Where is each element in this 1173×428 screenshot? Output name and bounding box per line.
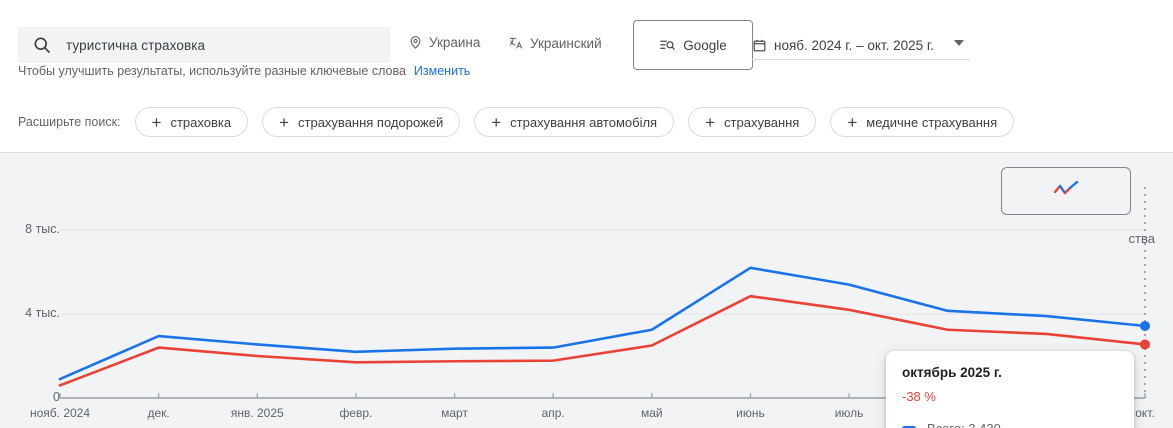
search-input[interactable]: туристична страховка: [18, 27, 390, 63]
expand-search-row: Расширьте поиск: + страховка + страхуван…: [0, 92, 1173, 152]
line-chart-icon: [1053, 180, 1079, 203]
filter-source-google-button[interactable]: Google: [633, 20, 753, 70]
x-axis-label: июнь: [736, 406, 765, 420]
chip-label: страхування автомобіля: [510, 114, 658, 130]
chip-label: страхування: [724, 114, 800, 130]
web-search-icon: [659, 37, 676, 54]
tooltip-series-rows: Всего: 3 430 Мобильные устройства: 2 550: [902, 417, 1118, 428]
x-axis-label: июль: [834, 406, 864, 420]
expand-search-chip-4[interactable]: + медичне страхування: [830, 107, 1015, 137]
plus-icon: +: [491, 112, 502, 132]
x-axis-label: дек.: [147, 406, 170, 420]
data-point-marker-total[interactable]: [1140, 320, 1150, 331]
expand-search-chip-3[interactable]: + страхування: [688, 107, 817, 137]
keyword-hint-edit-link[interactable]: Изменить: [413, 64, 471, 78]
toolbar-divider: [630, 22, 631, 68]
filter-source-label: Google: [683, 37, 727, 53]
x-axis-label: нояб. 2024: [29, 406, 91, 420]
calendar-icon: [752, 38, 767, 53]
y-axis-label: 0: [53, 390, 60, 404]
search-icon: [32, 35, 52, 55]
expand-search-label: Расширьте поиск:: [18, 115, 121, 129]
plus-icon: +: [705, 112, 716, 132]
interest-over-time-chart: ства 0 4 тыс. 8 тыс. нояб. 2024 дек. янв. 202…: [0, 152, 1173, 428]
translate-icon: [508, 35, 524, 51]
y-axis-label: 4 тыс.: [25, 306, 60, 320]
chart-plot-area[interactable]: [0, 153, 1173, 428]
legend-partial-text: ства: [1128, 231, 1155, 246]
keyword-hint-text: Чтобы улучшить результаты, используйте р…: [18, 64, 406, 78]
x-axis-label: май: [640, 406, 663, 420]
plus-icon: +: [847, 112, 858, 132]
x-axis-label: янв. 2025: [230, 406, 284, 420]
filter-country[interactable]: Украина: [408, 35, 480, 50]
chevron-down-icon[interactable]: [954, 40, 964, 46]
chart-tooltip: октябрь 2025 г. -38 % Всего: 3 430 Мобил…: [886, 351, 1134, 428]
chart-type-toggle-button[interactable]: [1001, 167, 1131, 215]
expand-search-chip-1[interactable]: + страхування подорожей: [262, 107, 461, 137]
search-term-text: туристична страховка: [66, 37, 206, 53]
chip-label: страховка: [170, 114, 232, 130]
x-axis-label: апр.: [541, 406, 565, 420]
tooltip-change: -38 %: [902, 389, 936, 404]
tooltip-row-total: Всего: 3 430: [902, 417, 1118, 428]
series-swatch-total: [902, 425, 916, 428]
date-range-selector[interactable]: нояб. 2024 г. – окт. 2025 г.: [752, 32, 970, 60]
filter-language[interactable]: Украинский: [508, 35, 602, 51]
data-point-marker-mobile[interactable]: [1140, 339, 1150, 350]
x-axis-label: февр.: [339, 406, 373, 420]
expand-search-chip-2[interactable]: + страхування автомобіля: [474, 107, 675, 137]
search-row: туристична страховка Украина: [0, 10, 1173, 70]
filter-country-label: Украина: [429, 35, 481, 50]
expand-search-chip-0[interactable]: + страховка: [134, 107, 249, 137]
tooltip-title: октябрь 2025 г.: [902, 365, 1002, 380]
keyword-hint: Чтобы улучшить результаты, используйте р…: [18, 64, 470, 78]
chip-label: страхування подорожей: [298, 114, 444, 130]
tooltip-row-total-label: Всего: 3 430: [927, 420, 1001, 428]
series-line-mobile[interactable]: [58, 294, 1147, 387]
location-pin-icon: [408, 35, 423, 50]
chip-label: медичне страхування: [866, 114, 998, 130]
y-axis-label: 8 тыс.: [25, 222, 60, 236]
x-axis-label: март: [441, 406, 468, 420]
x-axis-label: окт.: [1135, 406, 1155, 420]
plus-icon: +: [279, 112, 290, 132]
filter-language-label: Украинский: [530, 35, 602, 51]
date-range-label: нояб. 2024 г. – окт. 2025 г.: [774, 38, 934, 53]
plus-icon: +: [151, 112, 162, 132]
search-toolbar: туристична страховка Украина: [0, 0, 1173, 92]
series-line-total[interactable]: [58, 266, 1147, 381]
